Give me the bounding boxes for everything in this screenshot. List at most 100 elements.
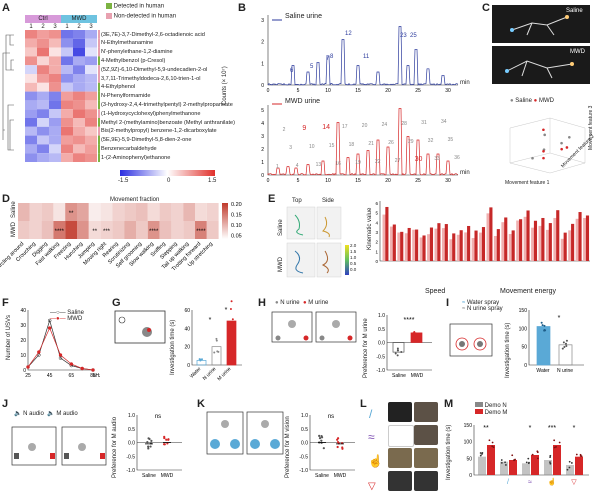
- e-bar-saline: [472, 238, 475, 261]
- heatmap-cell: [73, 109, 85, 118]
- c-saline-label: Saline: [566, 8, 583, 14]
- f-ytick: 40: [20, 308, 26, 314]
- k-ytick: -1.0: [299, 468, 308, 474]
- d-star: ****: [149, 229, 159, 235]
- b-top-title: Saline urine: [285, 13, 322, 20]
- e-bar-saline: [390, 227, 393, 261]
- e-ytick: 5: [375, 211, 378, 216]
- heatmap-a: [0, 30, 100, 170]
- b-peak-top: 8: [330, 54, 334, 60]
- b-peak-bot: 33: [434, 156, 440, 162]
- heatmap-cell: [37, 83, 49, 92]
- g-dot: [232, 330, 234, 332]
- triangle-icon: ▽: [368, 481, 376, 492]
- e-ytick: 2: [375, 240, 378, 245]
- m-dot: [532, 454, 534, 456]
- e-saline: Saline: [278, 219, 284, 236]
- h-dot: [397, 354, 399, 356]
- c-point: [543, 134, 546, 137]
- heatmap-row-label: Benzenecarbaldehyde: [101, 146, 157, 152]
- heatmap-cell: [49, 92, 61, 101]
- b-peak-bot: 9: [302, 125, 306, 132]
- heatmap-cell: [25, 48, 37, 57]
- heatmap-cell: [61, 56, 73, 65]
- heatmap-cell: [25, 30, 37, 39]
- h-dot: [395, 352, 397, 354]
- heatmap-cell: [49, 136, 61, 145]
- heatmap-sidebar-cell: [98, 83, 100, 92]
- cb-a-mid: 0: [167, 178, 170, 184]
- m-xicon: ▽: [571, 479, 577, 486]
- b-peak-bot: 13: [316, 162, 322, 168]
- heatmap-cell: [49, 48, 61, 57]
- d-cell: [112, 203, 124, 221]
- e-bar-mwd: [452, 233, 455, 261]
- m-dot: [569, 467, 571, 469]
- photo-1a: [388, 402, 412, 422]
- e-bar-mwd: [526, 210, 529, 261]
- heatmap-cell: [73, 74, 85, 83]
- e-bar-mwd: [497, 229, 500, 261]
- b-xtick-bot: 20: [385, 178, 391, 184]
- e-ylabel: Kinematic value: [367, 208, 373, 250]
- photo-2b: [414, 425, 438, 445]
- heatmap-cell: [61, 127, 73, 136]
- e-colorbar-ticks: 2.0 1.5 1.0 0.5 0.0: [350, 243, 356, 273]
- k-ytick: 0.0: [301, 441, 308, 447]
- d-row-mwd: MWD: [11, 222, 17, 237]
- photo-3a: [388, 448, 412, 468]
- d-cb-tick: 0.05: [231, 234, 242, 240]
- l-icons: / ≈ ☝ ▽: [366, 403, 386, 503]
- m-dot: [536, 450, 538, 452]
- m-dot: [555, 446, 557, 448]
- b-peak-bot: 19: [355, 160, 361, 166]
- d-cell: [112, 221, 124, 239]
- heatmap-cell: [25, 136, 37, 145]
- b-peak-bot: 16: [335, 161, 341, 167]
- heatmap-row-label: (1-Hydroxycyclohexyl)phenylmethanone: [101, 111, 201, 117]
- b-peak-bot: 1: [276, 164, 279, 170]
- b-peak-bot: 28: [401, 121, 407, 127]
- e-bar-mwd: [474, 231, 477, 261]
- heatmap-cell: [49, 74, 61, 83]
- k-ytick: 1.0: [301, 413, 308, 419]
- e-bar-mwd: [437, 223, 440, 261]
- e-bar-mwd: [408, 228, 411, 261]
- f-legend: —○— Saline —●— MWD: [50, 310, 84, 322]
- heatmap-cell: [73, 65, 85, 74]
- panel-j-label: J: [2, 398, 8, 410]
- h-xlabel: MWD: [411, 373, 424, 379]
- yticks-bot: 012345: [261, 108, 264, 179]
- g-chart: 0204060Water N urineM urine**: [170, 300, 250, 390]
- dendrogram: [3, 35, 14, 150]
- c-point: [542, 157, 545, 160]
- g-ytick: 0: [187, 363, 190, 369]
- k-arenas: [205, 408, 285, 468]
- d-cell: [171, 203, 183, 221]
- i-ytick: 0: [524, 363, 527, 369]
- heatmap-cell: [85, 74, 97, 83]
- h-dot: [416, 335, 418, 337]
- c-point: [568, 136, 571, 139]
- d-cell: [136, 221, 148, 239]
- m-dot: [505, 464, 507, 466]
- d-cell: [148, 203, 160, 221]
- d-cell: [53, 203, 65, 221]
- heatmap-cell: [49, 100, 61, 109]
- heatmap-cell: [37, 100, 49, 109]
- heatmap-sidebar-cell: [98, 92, 100, 101]
- e-trajectories: [285, 205, 360, 280]
- c-point: [566, 146, 569, 149]
- d-cell: [65, 221, 77, 239]
- g-star: *: [209, 317, 212, 324]
- e-bar-mwd: [445, 224, 448, 261]
- c-3d-scatter: [490, 108, 594, 178]
- e-bar-saline: [442, 228, 445, 261]
- e-bar-saline: [539, 226, 542, 261]
- d-star: **: [92, 229, 97, 235]
- b-xtick-bot: 0: [267, 178, 270, 184]
- i-ytick: 50: [521, 345, 527, 351]
- i-dot: [565, 343, 567, 345]
- m-dot: [559, 442, 561, 444]
- f-ytick: 10: [20, 353, 26, 359]
